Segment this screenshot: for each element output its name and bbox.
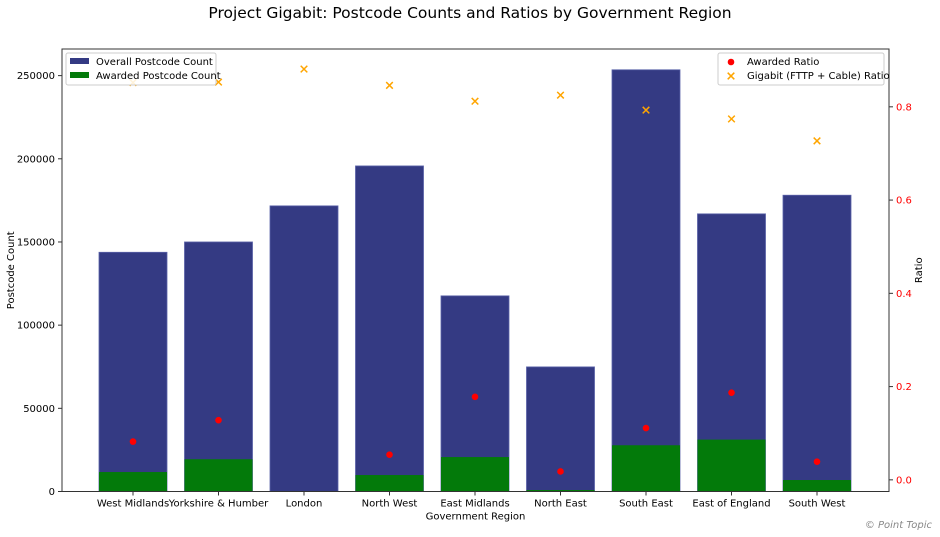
credit-text: © Point Topic bbox=[864, 520, 932, 531]
legend-label-overall: Overall Postcode Count bbox=[96, 57, 213, 68]
y-right-tick-label: 0.4 bbox=[896, 289, 912, 300]
y-right-tick-label: 0.6 bbox=[896, 196, 912, 207]
legend-marker-gigabit-ratio bbox=[727, 72, 735, 80]
bar-overall bbox=[355, 165, 424, 492]
legend-label-gigabit-ratio: Gigabit (FTTP + Cable) Ratio bbox=[747, 71, 890, 82]
awarded-ratio-point bbox=[215, 416, 222, 424]
bar-awarded bbox=[441, 457, 509, 492]
x-tick-label: West Midlands bbox=[97, 499, 169, 510]
bar-awarded bbox=[697, 439, 766, 492]
x-tick-label: South West bbox=[789, 499, 846, 510]
y-right-tick-label: 0.8 bbox=[896, 102, 912, 113]
y-axis-label: Postcode Count bbox=[6, 231, 17, 309]
x-tick-label: East Midlands bbox=[440, 499, 509, 510]
bar-overall bbox=[184, 241, 253, 492]
bar-awarded bbox=[612, 445, 680, 492]
y-right-tick-label: 0.0 bbox=[896, 475, 912, 486]
gigabit-ratio-point bbox=[642, 106, 650, 114]
bar-overall bbox=[782, 194, 852, 492]
x-tick-label: North East bbox=[534, 499, 587, 510]
x-tick-label: North West bbox=[362, 499, 418, 510]
gigabit-ratio-point bbox=[813, 137, 821, 145]
y-tick-label: 150000 bbox=[17, 237, 55, 248]
legend-label-awarded: Awarded Postcode Count bbox=[96, 71, 221, 82]
gigabit-ratio-point bbox=[300, 65, 308, 73]
awarded-ratio-point bbox=[386, 451, 393, 458]
y-right-tick-label: 0.2 bbox=[896, 382, 912, 393]
y-tick-label: 50000 bbox=[23, 404, 55, 415]
x-tick-label: South East bbox=[619, 499, 673, 510]
bar-overall bbox=[611, 69, 681, 492]
y-tick-label: 250000 bbox=[17, 71, 55, 82]
legend-left bbox=[65, 52, 217, 86]
x-tick-label: Yorkshire & Humber bbox=[168, 499, 269, 510]
chart-title: Project Gigabit: Postcode Counts and Rat… bbox=[208, 4, 732, 22]
gigabit-ratio-point bbox=[471, 97, 479, 106]
y-tick-label: 200000 bbox=[17, 154, 55, 165]
gigabit-ratio-point bbox=[556, 91, 565, 99]
x-tick-label: East of England bbox=[692, 499, 770, 510]
awarded-ratio-point bbox=[642, 424, 650, 432]
awarded-ratio-point bbox=[557, 468, 564, 475]
bar-overall bbox=[269, 205, 339, 492]
y-tick-label: 100000 bbox=[17, 321, 55, 332]
legend-right bbox=[717, 52, 885, 86]
y-right-axis-label: Ratio bbox=[914, 257, 925, 283]
legend-marker-awarded-ratio bbox=[727, 58, 735, 66]
x-axis-label: Government Region bbox=[426, 512, 526, 523]
legend-swatch-awarded bbox=[70, 72, 89, 78]
awarded-ratio-point bbox=[129, 438, 137, 445]
legend-label-awarded-ratio: Awarded Ratio bbox=[747, 57, 819, 68]
bar-awarded bbox=[99, 472, 167, 492]
y-tick-label: 0 bbox=[49, 487, 55, 498]
bar-awarded bbox=[184, 459, 253, 492]
bar-awarded bbox=[526, 490, 595, 492]
x-tick-label: London bbox=[286, 499, 323, 510]
awarded-ratio-point bbox=[728, 389, 735, 396]
gigabit-ratio-point bbox=[727, 115, 736, 123]
awarded-ratio-point bbox=[471, 393, 479, 401]
gigabit-ratio-point bbox=[385, 81, 394, 90]
awarded-ratio-point bbox=[813, 458, 821, 465]
bar-overall bbox=[98, 251, 168, 492]
bar-awarded bbox=[355, 475, 424, 492]
legend-swatch-overall bbox=[70, 58, 89, 64]
bar-awarded bbox=[783, 480, 851, 492]
